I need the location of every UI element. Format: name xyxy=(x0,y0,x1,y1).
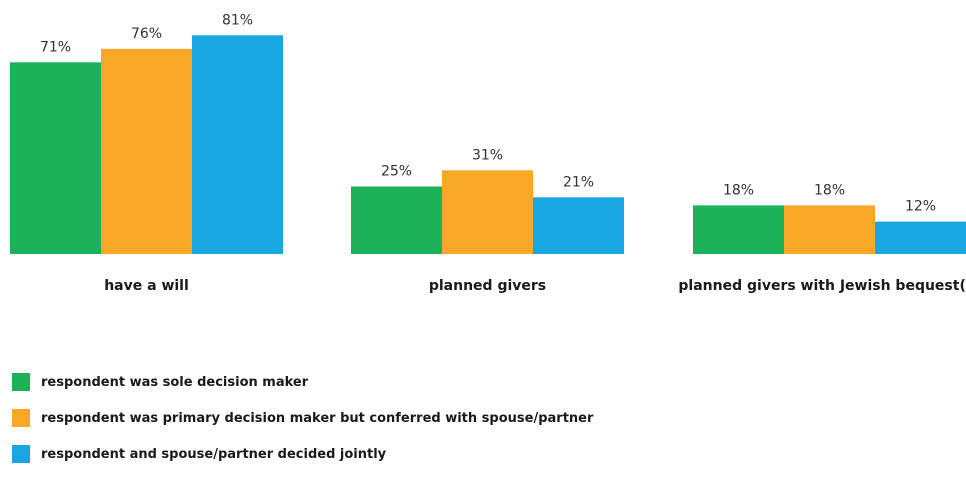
bar-chart: 71% 76% 81% 25% 31% 21% 18% 18% 12% have a will p… xyxy=(10,12,966,294)
category-label-2: planned givers with Jewish bequest(s) xyxy=(678,278,966,294)
value-label-jointly-0: 81% xyxy=(222,12,253,28)
legend-swatch-jointly xyxy=(12,445,30,463)
legend-label-jointly: respondent and spouse/partner decided jo… xyxy=(41,446,387,462)
legend-item-jointly: respondent and spouse/partner decided jo… xyxy=(12,444,593,464)
legend-swatch-sole xyxy=(12,373,30,391)
value-label-primary-2: 18% xyxy=(814,182,845,198)
value-label-primary-0: 76% xyxy=(131,26,162,42)
bars-layer xyxy=(10,35,966,254)
bar-primary-2 xyxy=(784,205,875,254)
value-label-sole-0: 71% xyxy=(40,39,71,55)
bar-sole-1 xyxy=(351,186,442,254)
value-label-jointly-2: 12% xyxy=(905,199,936,215)
bar-primary-0 xyxy=(101,48,192,254)
legend-item-primary: respondent was primary decision maker bu… xyxy=(12,408,593,428)
value-label-jointly-1: 21% xyxy=(563,174,594,190)
legend-label-primary: respondent was primary decision maker bu… xyxy=(41,410,594,426)
legend-item-sole: respondent was sole decision maker xyxy=(12,372,593,392)
bar-sole-0 xyxy=(10,62,101,254)
legend-swatch-primary xyxy=(12,409,30,427)
legend-label-sole: respondent was sole decision maker xyxy=(41,374,309,390)
value-labels-layer: 71% 76% 81% 25% 31% 21% 18% 18% 12% xyxy=(40,12,936,214)
bar-jointly-2 xyxy=(875,221,966,254)
value-label-sole-1: 25% xyxy=(381,164,412,180)
category-label-1: planned givers xyxy=(429,278,546,294)
value-label-sole-2: 18% xyxy=(723,182,754,198)
value-label-primary-1: 31% xyxy=(472,147,503,163)
bar-sole-2 xyxy=(693,205,784,254)
bar-primary-1 xyxy=(442,170,533,254)
bar-jointly-1 xyxy=(533,197,624,254)
category-labels-layer: have a will planned givers planned givers … xyxy=(104,278,966,294)
category-label-0: have a will xyxy=(104,278,189,294)
legend: respondent was sole decision maker respo… xyxy=(12,372,593,480)
bar-jointly-0 xyxy=(192,35,283,254)
